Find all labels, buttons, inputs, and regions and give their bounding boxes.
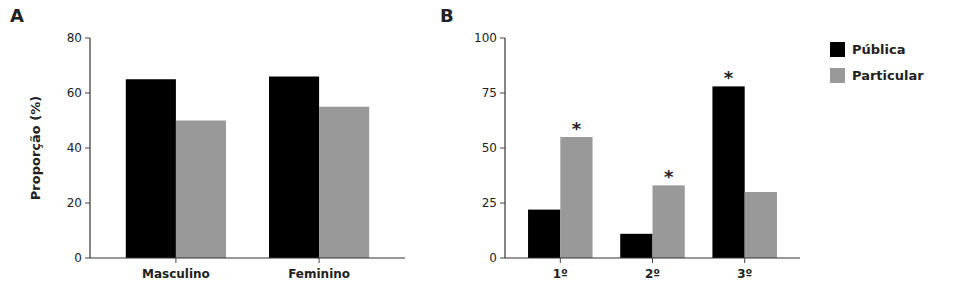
x-tick-label: Masculino [142,267,210,281]
x-tick [319,258,320,263]
legend-label: Pública [852,42,905,57]
x-tick [652,258,653,263]
annotation: * [724,67,734,88]
chart-figure: A 0 20 40 60 80 Proporção (%) Masculino Feminino… [0,0,961,306]
bar [319,107,369,258]
annotation: * [664,166,674,187]
y-axis-line [89,38,90,258]
y-tick-label: 20 [67,196,82,210]
legend: Pública Particular [830,42,924,83]
y-tick [85,203,90,204]
y-tick [85,148,90,149]
y-tick-label: 60 [67,86,82,100]
bar [528,210,560,258]
x-tick [744,258,745,263]
y-tick [85,38,90,39]
legend-swatch [830,68,845,83]
y-tick-label: 80 [67,31,82,45]
bar [653,185,685,258]
bars [126,77,369,259]
legend-swatch [830,42,845,57]
x-axis-line [90,257,405,258]
bar [620,234,652,258]
bar [269,77,319,259]
panel-label: B [440,5,454,26]
bar [712,86,744,258]
chart-panel: A 0 20 40 60 80 Proporção (%) Masculino Feminino [10,5,405,281]
y-tick-label: 40 [67,141,82,155]
bar [126,79,176,258]
annotation: * [572,118,582,139]
x-tick-label: 2º [645,267,660,281]
panel-label: A [10,5,24,26]
y-tick-label: 100 [474,31,497,45]
y-tick-label: 0 [74,251,82,265]
bars [528,86,777,258]
x-tick [560,258,561,263]
y-tick-label: 50 [482,141,497,155]
y-tick-label: 25 [482,196,497,210]
x-tick [175,258,176,263]
y-tick [85,93,90,94]
y-tick-label: 0 [489,251,497,265]
y-tick [500,203,505,204]
y-tick [500,258,505,259]
bar [176,121,226,259]
x-tick-label: 1º [553,267,568,281]
y-tick [85,258,90,259]
chart-panel: B 0 25 50 75 100 1º 2º 3º * * * Pública Particular [440,5,924,281]
y-tick-label: 75 [482,86,497,100]
legend-label: Particular [852,68,924,83]
x-tick-label: Feminino [288,267,350,281]
y-tick [500,93,505,94]
y-tick [500,148,505,149]
y-axis-line [504,38,505,258]
x-tick-label: 3º [737,267,752,281]
y-tick [500,38,505,39]
y-axis-label: Proporção (%) [28,96,43,200]
bar [560,137,592,258]
page: {"chart_data": [ {"type": "bar", "title"… [0,0,961,306]
bar [745,192,777,258]
